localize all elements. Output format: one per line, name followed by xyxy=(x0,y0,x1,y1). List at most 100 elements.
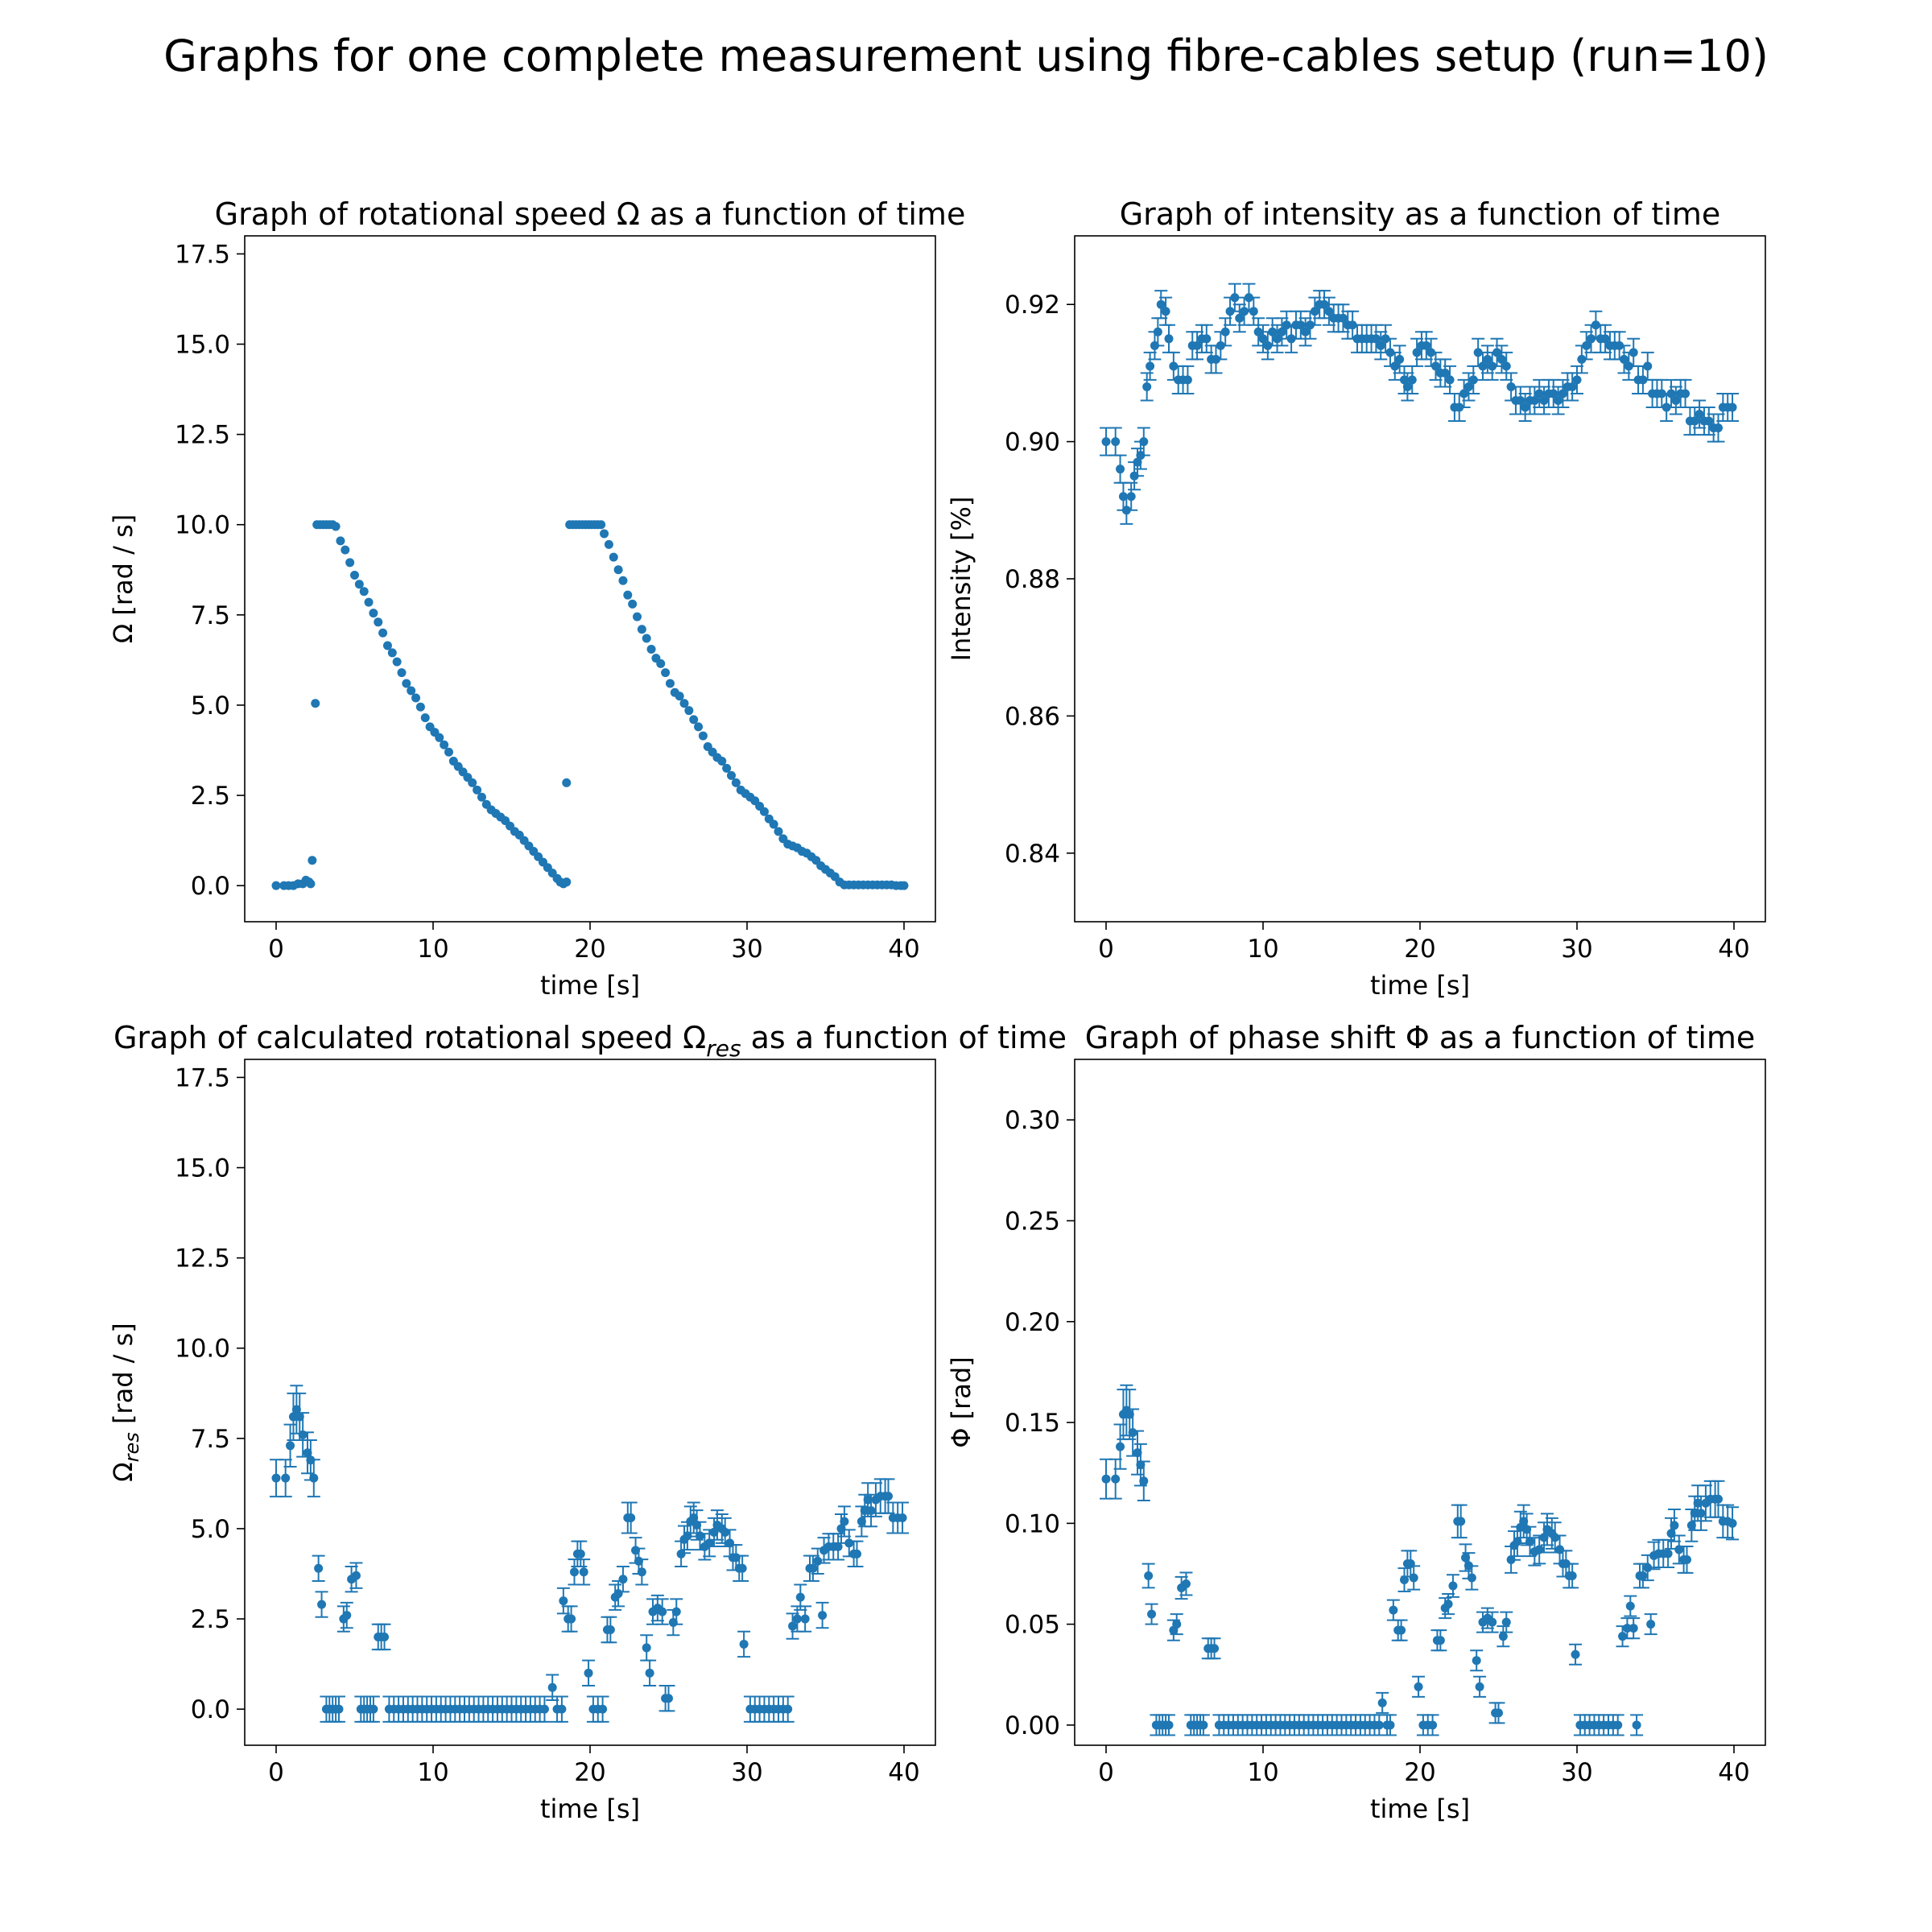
data-point xyxy=(1273,334,1282,344)
data-point xyxy=(1494,1708,1503,1718)
x-tick-label: 20 xyxy=(574,935,605,964)
data-point xyxy=(1181,1579,1191,1589)
data-point xyxy=(898,1513,907,1522)
data-point xyxy=(411,693,421,703)
data-point xyxy=(863,1495,873,1505)
plot-frame xyxy=(1074,235,1766,923)
data-point xyxy=(570,1567,579,1577)
x-tick-label: 40 xyxy=(1718,935,1749,964)
data-point xyxy=(665,679,675,688)
data-point xyxy=(1571,1649,1580,1659)
data-point xyxy=(637,1567,646,1577)
data-point xyxy=(1690,416,1699,426)
data-point xyxy=(1728,402,1737,412)
data-point xyxy=(286,1441,295,1451)
y-tick-label: 0.00 xyxy=(1005,1711,1060,1740)
data-point xyxy=(1549,389,1558,398)
data-point xyxy=(271,881,281,890)
data-point xyxy=(1572,375,1582,385)
data-point xyxy=(800,1614,810,1624)
data-point xyxy=(645,1668,654,1678)
chart-title: Graph of phase shift Φ as a function of … xyxy=(1085,1020,1756,1055)
x-tick-label: 10 xyxy=(1247,1758,1278,1787)
data-point xyxy=(1116,1442,1125,1451)
y-tick-label: 17.5 xyxy=(175,1063,230,1092)
data-point xyxy=(1146,361,1155,371)
y-tick-label: 15.0 xyxy=(175,331,230,360)
data-point xyxy=(288,1412,298,1422)
data-point xyxy=(1374,1720,1384,1730)
data-point xyxy=(354,580,364,589)
data-point xyxy=(314,1563,324,1573)
data-point xyxy=(584,1668,593,1678)
y-axis-label: Ωres [rad / s] xyxy=(108,1323,143,1482)
data-point xyxy=(311,699,320,708)
data-point xyxy=(709,1527,719,1537)
data-point xyxy=(1400,375,1409,385)
x-tick-label: 0 xyxy=(1098,935,1114,964)
data-point xyxy=(840,1517,849,1526)
x-tick-label: 40 xyxy=(888,1758,919,1787)
data-point xyxy=(415,702,425,712)
data-point xyxy=(671,1607,681,1616)
data-point xyxy=(1220,327,1230,336)
data-point xyxy=(1472,1656,1481,1666)
data-point xyxy=(1670,1521,1679,1530)
data-point xyxy=(1125,1410,1134,1419)
y-tick-label: 10.0 xyxy=(175,1335,230,1364)
data-point xyxy=(675,691,684,701)
data-point xyxy=(1235,313,1245,323)
data-point xyxy=(380,1632,390,1641)
data-point xyxy=(633,612,642,621)
data-point xyxy=(1567,382,1577,391)
data-point xyxy=(1728,1518,1737,1528)
data-point xyxy=(1395,354,1405,364)
y-tick-label: 0.15 xyxy=(1005,1409,1060,1438)
data-point xyxy=(1516,395,1525,405)
data-point xyxy=(374,617,383,627)
data-point xyxy=(1161,307,1170,316)
data-point xyxy=(1478,361,1488,371)
data-point xyxy=(1431,361,1440,371)
y-tick-label: 12.5 xyxy=(175,1245,230,1274)
x-tick-label: 20 xyxy=(1404,1758,1435,1787)
y-tick-label: 17.5 xyxy=(175,240,230,269)
data-point xyxy=(1704,416,1714,426)
data-point xyxy=(334,1704,344,1714)
y-tick-label: 10.0 xyxy=(175,511,230,540)
data-point xyxy=(727,770,736,780)
data-point xyxy=(1116,464,1125,474)
data-point xyxy=(1539,1533,1549,1542)
data-point xyxy=(1674,1545,1684,1554)
data-point xyxy=(646,644,656,654)
data-point xyxy=(1268,327,1278,336)
data-point xyxy=(1558,389,1567,398)
data-point xyxy=(1400,1575,1409,1585)
data-point xyxy=(364,597,374,607)
data-point xyxy=(1620,354,1629,364)
data-point xyxy=(600,529,609,539)
y-tick-label: 0.90 xyxy=(1005,428,1060,457)
data-point xyxy=(628,599,638,609)
data-point xyxy=(1521,402,1530,412)
data-point xyxy=(392,657,402,667)
y-tick-label: 7.5 xyxy=(191,601,230,630)
data-point xyxy=(692,1520,702,1530)
data-point xyxy=(1525,1537,1534,1546)
y-tick-label: 0.05 xyxy=(1005,1611,1060,1640)
data-point xyxy=(1693,1498,1703,1508)
data-point xyxy=(1695,410,1704,419)
data-point xyxy=(1663,1549,1673,1558)
data-point xyxy=(336,536,345,546)
data-point xyxy=(369,1704,378,1714)
y-tick-label: 0.86 xyxy=(1005,702,1060,731)
y-tick-label: 12.5 xyxy=(175,421,230,450)
data-point xyxy=(1714,423,1723,433)
data-point xyxy=(788,1621,798,1631)
data-point xyxy=(1296,320,1306,330)
data-point xyxy=(1156,299,1166,309)
data-point xyxy=(598,1704,608,1714)
data-point xyxy=(1422,341,1431,350)
data-point xyxy=(1646,1620,1656,1629)
